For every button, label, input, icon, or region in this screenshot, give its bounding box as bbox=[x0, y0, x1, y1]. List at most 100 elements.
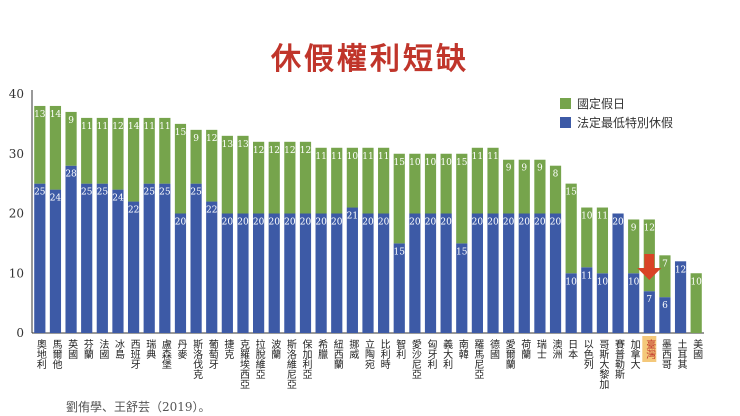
bar-legal-leave bbox=[159, 183, 171, 333]
bar-label-legal-leave: 25 bbox=[81, 188, 93, 198]
bar-label-public-holidays: 9 bbox=[631, 223, 637, 233]
bar-legal-leave bbox=[643, 291, 655, 333]
bar-label-public-holidays: 11 bbox=[315, 152, 326, 162]
bar-label-public-holidays: 9 bbox=[506, 164, 512, 174]
bar-public-holidays bbox=[346, 147, 358, 208]
bar-label-public-holidays: 9 bbox=[68, 116, 74, 126]
x-tick-label: 荷蘭 bbox=[519, 339, 531, 360]
x-tick-label-group: 德國 bbox=[488, 338, 500, 360]
bar-label-public-holidays: 13 bbox=[237, 140, 249, 150]
bar-label-legal-leave: 6 bbox=[662, 301, 668, 311]
x-tick-label-group: 臺灣 bbox=[642, 336, 657, 362]
x-tick-label: 以色列 bbox=[581, 339, 593, 370]
x-tick-label-group: 捷克 bbox=[222, 338, 234, 360]
bar-public-holidays bbox=[65, 111, 77, 166]
x-tick-label-group: 克羅埃西亞 bbox=[237, 339, 249, 389]
x-tick-label-group: 英國 bbox=[66, 338, 78, 360]
legend-swatch bbox=[560, 98, 571, 109]
x-tick-label: 瑞典 bbox=[144, 339, 156, 360]
x-tick-label: 馬爾他 bbox=[50, 339, 62, 370]
bar-public-holidays bbox=[299, 141, 312, 214]
bar-legal-leave bbox=[49, 189, 62, 333]
bar-legal-leave bbox=[112, 189, 124, 333]
bar-label-legal-leave: 21 bbox=[347, 212, 358, 222]
bar-legal-leave bbox=[315, 213, 327, 333]
x-tick-label: 克羅埃西亞 bbox=[237, 339, 249, 389]
bar-label-legal-leave: 10 bbox=[597, 277, 609, 287]
x-tick-label: 盧森堡 bbox=[159, 338, 171, 369]
x-tick-label-group: 瑞典 bbox=[144, 339, 156, 360]
bar-public-holidays bbox=[34, 105, 46, 184]
bar-public-holidays bbox=[503, 159, 515, 214]
bar-legal-leave bbox=[221, 213, 233, 333]
bar-legal-leave bbox=[487, 213, 499, 333]
x-tick-label: 斯洛伐克 bbox=[191, 338, 203, 380]
bar-label-legal-leave: 20 bbox=[472, 218, 484, 228]
bar-public-holidays bbox=[471, 147, 483, 214]
x-tick-label: 墨西哥 bbox=[659, 339, 671, 369]
bar-legal-leave bbox=[143, 183, 155, 333]
bar-public-holidays bbox=[190, 129, 202, 184]
x-tick-label-group: 義大利 bbox=[441, 338, 453, 369]
x-tick-label: 葡萄牙 bbox=[206, 338, 218, 370]
bar-label-public-holidays: 15 bbox=[565, 188, 577, 198]
x-tick-label-group: 日本 bbox=[566, 339, 578, 360]
bar-label-public-holidays: 14 bbox=[50, 110, 62, 120]
bar-legal-leave bbox=[362, 213, 374, 333]
bar-public-holidays bbox=[409, 153, 421, 214]
bar-label-public-holidays: 12 bbox=[269, 146, 280, 156]
legend-label: 法定最低特別休假 bbox=[577, 115, 673, 130]
bar-label-public-holidays: 13 bbox=[222, 140, 234, 150]
x-tick-label-group: 墨西哥 bbox=[659, 339, 671, 369]
bar-legal-leave bbox=[456, 243, 468, 333]
bar-public-holidays bbox=[331, 147, 343, 214]
bar-label-legal-leave: 10 bbox=[628, 277, 640, 287]
x-tick-label-group: 波蘭 bbox=[269, 338, 281, 360]
x-tick-label: 拉脫維亞 bbox=[253, 338, 265, 379]
bar-public-holidays bbox=[174, 123, 187, 214]
bar-public-holidays bbox=[49, 105, 62, 190]
bar-label-public-holidays: 10 bbox=[581, 212, 593, 222]
y-tick-label: 40 bbox=[9, 87, 24, 101]
x-tick-label-group: 挪威 bbox=[347, 338, 359, 360]
x-tick-label: 日本 bbox=[566, 339, 578, 360]
x-tick-label: 立陶宛 bbox=[363, 338, 375, 370]
bar-legal-leave bbox=[284, 213, 296, 333]
bar-label-legal-leave: 12 bbox=[675, 265, 686, 275]
x-tick-label-group: 愛爾蘭 bbox=[503, 338, 515, 370]
x-tick-label: 挪威 bbox=[347, 338, 359, 360]
x-tick-label: 賽普勒斯 bbox=[613, 338, 625, 380]
x-tick-label: 芬蘭 bbox=[81, 339, 93, 360]
bar-legal-leave bbox=[299, 213, 312, 333]
x-tick-label: 加拿大 bbox=[628, 339, 640, 370]
x-tick-label: 波蘭 bbox=[269, 338, 281, 360]
bar-label-legal-leave: 11 bbox=[581, 271, 592, 281]
x-tick-label: 土耳其 bbox=[675, 338, 687, 370]
bar-legal-leave bbox=[65, 165, 77, 333]
bar-label-legal-leave: 25 bbox=[97, 188, 109, 198]
x-tick-label-group: 斯洛維尼亞 bbox=[284, 338, 296, 389]
x-tick-label: 愛爾蘭 bbox=[503, 338, 515, 370]
x-tick-label: 美國 bbox=[691, 338, 703, 360]
x-tick-label: 保加利亞 bbox=[300, 338, 312, 379]
x-tick-label: 奧地利 bbox=[34, 338, 46, 369]
bar-label-public-holidays: 11 bbox=[487, 152, 498, 162]
x-tick-label-group: 保加利亞 bbox=[300, 338, 312, 379]
bar-label-legal-leave: 22 bbox=[206, 206, 217, 216]
bar-label-public-holidays: 15 bbox=[175, 128, 187, 138]
x-tick-label: 紐西蘭 bbox=[331, 338, 343, 370]
bar-public-holidays bbox=[393, 153, 405, 244]
x-tick-label-group: 土耳其 bbox=[675, 338, 687, 370]
x-tick-label-group: 荷蘭 bbox=[519, 339, 531, 360]
bar-label-legal-leave: 20 bbox=[550, 218, 562, 228]
bar-label-legal-leave: 24 bbox=[112, 194, 124, 204]
x-tick-label: 德國 bbox=[488, 338, 500, 360]
bar-public-holidays bbox=[362, 147, 374, 214]
bar-legal-leave bbox=[659, 297, 671, 333]
x-tick-label-group: 智利 bbox=[394, 338, 406, 359]
x-tick-label: 臺灣 bbox=[644, 338, 656, 360]
bar-legal-leave bbox=[81, 183, 93, 333]
bar-public-holidays bbox=[237, 135, 249, 214]
bar-label-legal-leave: 7 bbox=[646, 295, 652, 305]
x-tick-label-group: 盧森堡 bbox=[159, 338, 171, 369]
